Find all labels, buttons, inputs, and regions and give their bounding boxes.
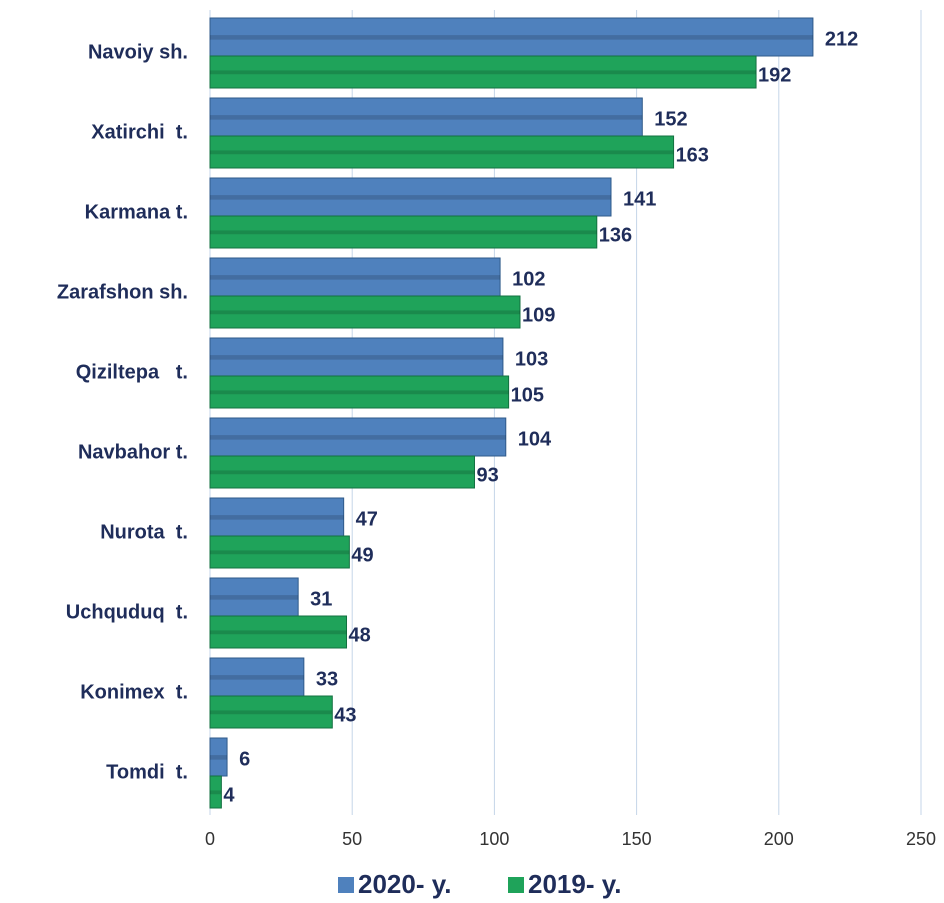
value-label: 105 (511, 384, 544, 406)
value-label: 152 (654, 108, 687, 130)
bar (209, 417, 507, 457)
bar-shade (210, 230, 597, 235)
category-label: Navbahor t. (78, 441, 188, 463)
bar-shade (210, 150, 674, 155)
category-label: Konimex t. (80, 681, 188, 703)
category-label: Xatirchi t. (91, 121, 188, 143)
category-label: Uchquduq t. (66, 601, 188, 623)
value-label: 33 (316, 668, 338, 690)
bar-shade (210, 550, 350, 555)
bar-shade (210, 755, 228, 760)
value-label: 49 (351, 544, 373, 566)
x-tick-label: 150 (622, 829, 652, 849)
bar (209, 177, 612, 217)
value-label: 47 (356, 508, 378, 530)
bar-shade (210, 595, 299, 600)
bar (209, 215, 598, 249)
bar (209, 615, 348, 649)
bar (209, 455, 475, 489)
legend-label: 2020- y. (358, 869, 451, 899)
bar-shade (210, 70, 757, 75)
value-label: 93 (476, 464, 498, 486)
value-label: 109 (522, 304, 555, 326)
x-tick-label: 0 (205, 829, 215, 849)
value-label: 192 (758, 64, 791, 86)
value-label: 136 (599, 224, 632, 246)
value-label: 6 (239, 748, 250, 770)
category-label: Nurota t. (100, 521, 188, 543)
legend-label: 2019- y. (528, 869, 621, 899)
bar-shade (210, 790, 222, 795)
bar (209, 97, 643, 137)
bar (209, 497, 345, 537)
value-label: 103 (515, 348, 548, 370)
bar-shade (210, 675, 304, 680)
value-label: 141 (623, 188, 656, 210)
x-tick-label: 100 (479, 829, 509, 849)
bar-shade (210, 195, 612, 200)
category-label: Karmana t. (85, 201, 188, 223)
legend-swatch (338, 877, 354, 893)
bar (209, 135, 675, 169)
bar-shade (210, 515, 344, 520)
value-label: 43 (334, 704, 356, 726)
bar-shade (210, 275, 501, 280)
category-label: Qiziltepa t. (76, 361, 188, 383)
bar (209, 577, 299, 617)
bar-shade (210, 310, 520, 315)
bar (209, 55, 757, 89)
bar-shade (210, 35, 813, 40)
bar-shade (210, 390, 509, 395)
bar-shade (210, 435, 506, 440)
value-label: 102 (512, 268, 545, 290)
bar (209, 535, 350, 569)
bar-shade (210, 710, 333, 715)
category-label: Tomdi t. (106, 761, 188, 783)
bar (209, 257, 501, 297)
bar-shade (210, 115, 643, 120)
x-tick-label: 250 (906, 829, 936, 849)
value-label: 212 (825, 28, 858, 50)
value-label: 31 (310, 588, 332, 610)
bar (209, 657, 305, 697)
value-label: 104 (518, 428, 552, 450)
value-label: 48 (349, 624, 371, 646)
value-label: 4 (223, 784, 235, 806)
x-tick-label: 200 (764, 829, 794, 849)
x-tick-label: 50 (342, 829, 362, 849)
bar (209, 775, 222, 809)
legend-swatch (508, 877, 524, 893)
bar (209, 295, 521, 329)
category-label: Navoiy sh. (88, 41, 188, 63)
bar-shade (210, 470, 475, 475)
bar-shade (210, 630, 347, 635)
bar (209, 375, 510, 409)
value-label: 163 (676, 144, 709, 166)
bar-shade (210, 355, 503, 360)
category-label: Zarafshon sh. (57, 281, 188, 303)
bar (209, 695, 333, 729)
